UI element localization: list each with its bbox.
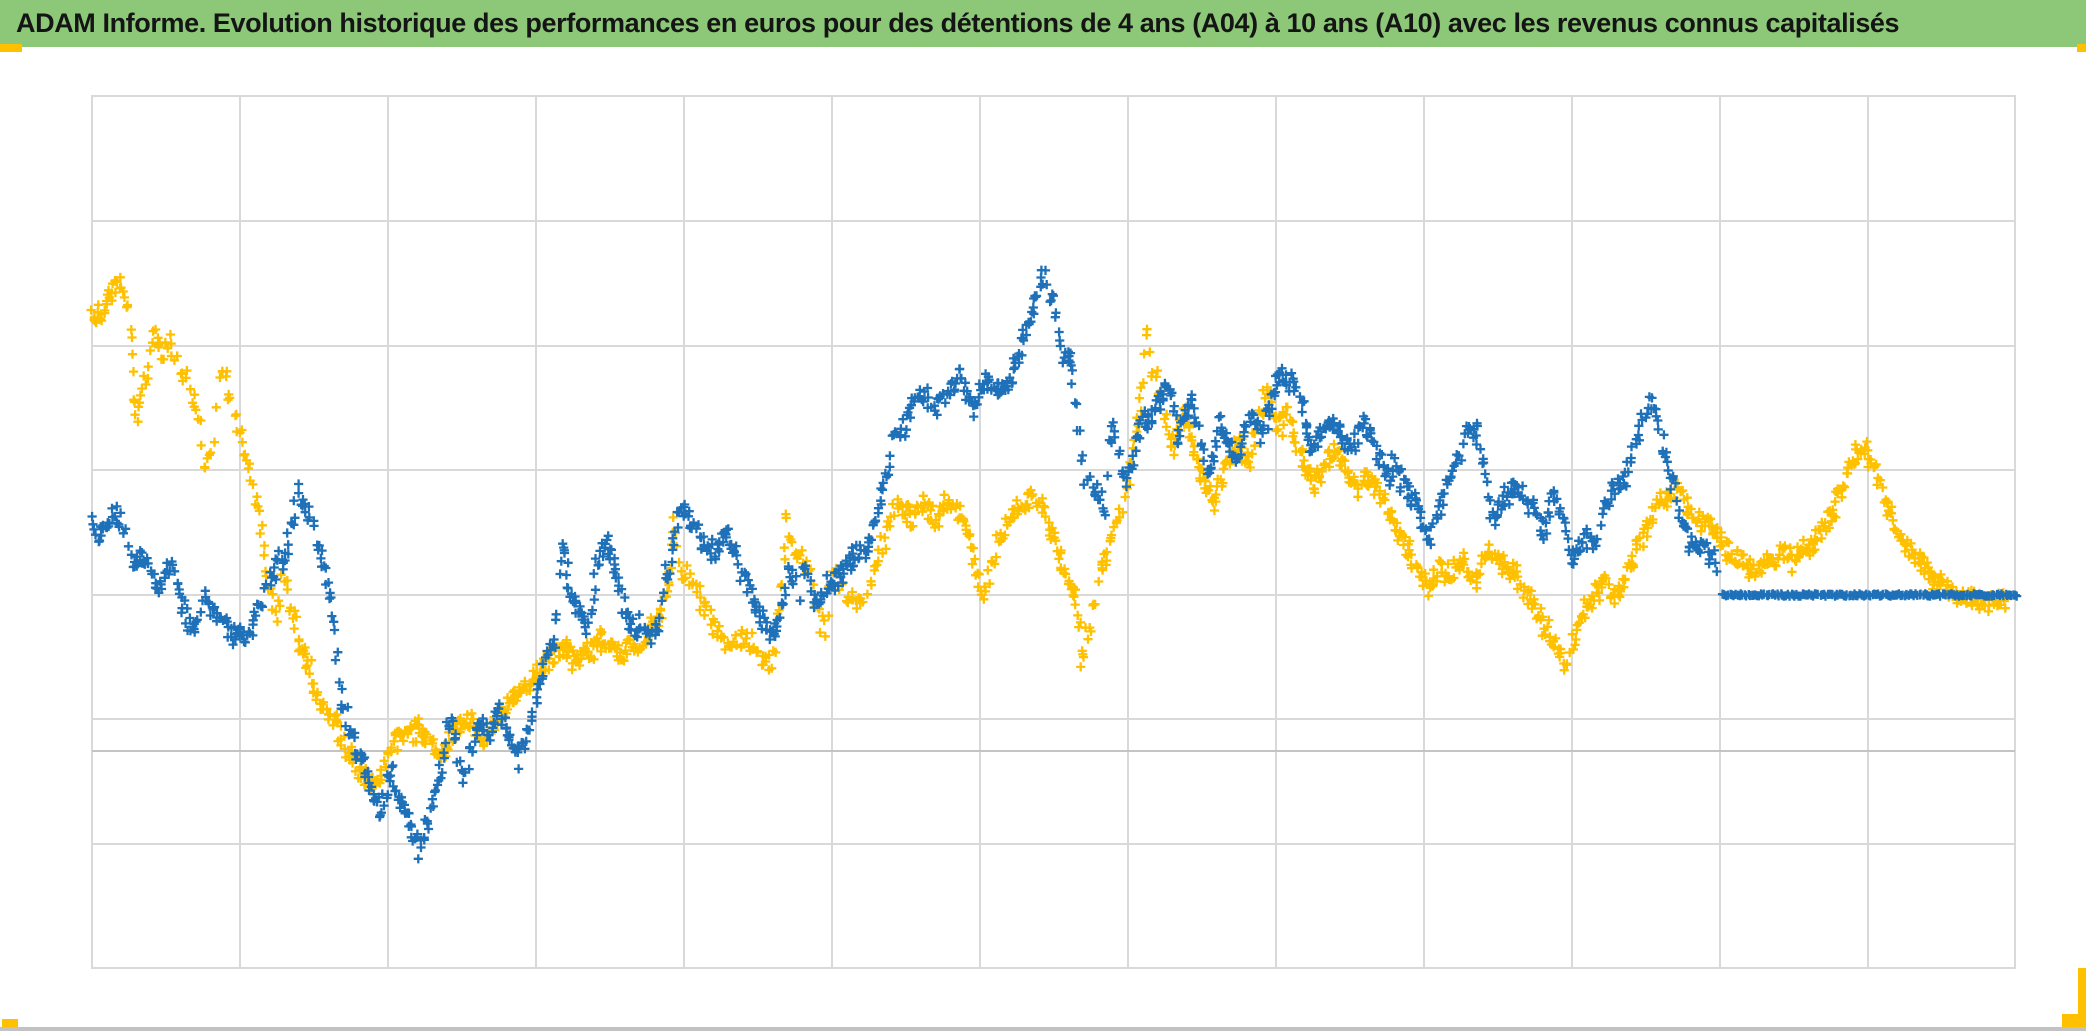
corner-accent-bottom-right-vertical [2078, 968, 2086, 1031]
scatter-chart [0, 47, 2086, 1031]
corner-accent-top-right [2077, 44, 2086, 52]
bottom-bar [0, 1027, 2086, 1031]
corner-accent-bottom-right-foot [2062, 1014, 2086, 1031]
corner-accent-top-left [0, 44, 22, 52]
corner-accent-bottom-left [2, 1019, 18, 1028]
title-bar: ADAM Informe. Evolution historique des p… [0, 0, 2086, 47]
chart-canvas [86, 95, 2022, 969]
chart-title: ADAM Informe. Evolution historique des p… [16, 8, 1900, 38]
